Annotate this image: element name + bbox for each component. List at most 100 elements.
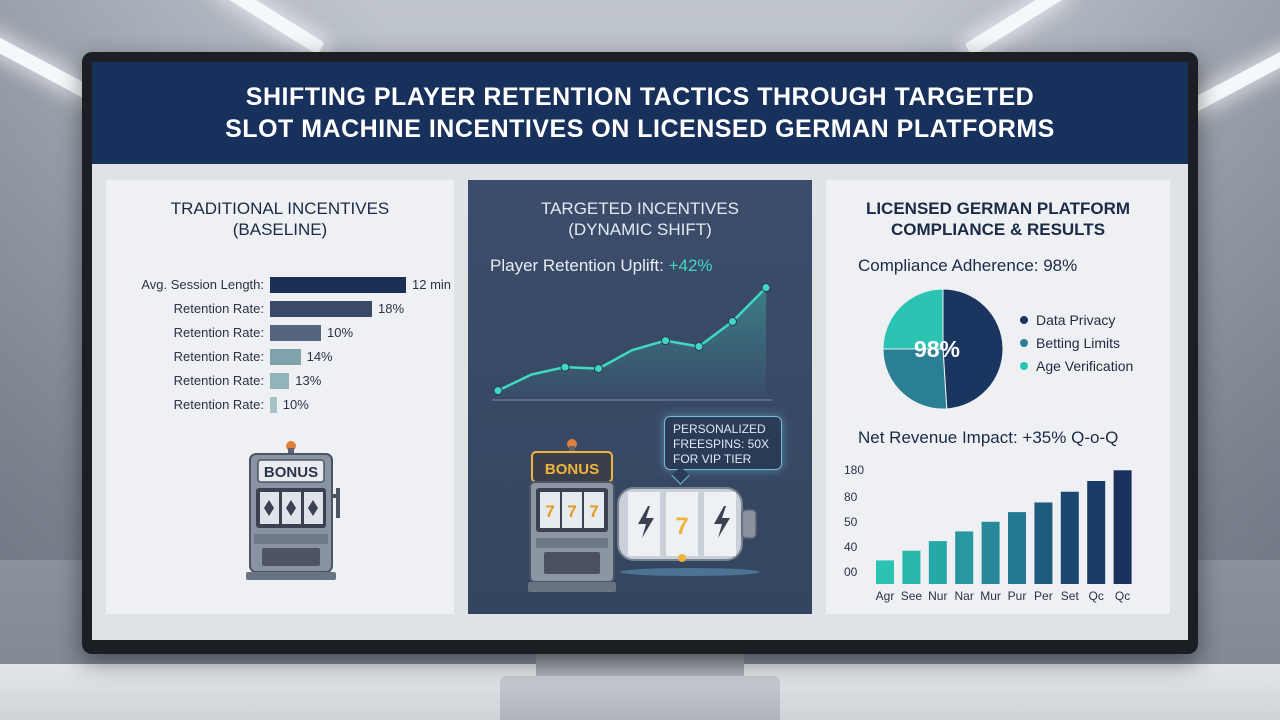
- hbar-bar: [270, 301, 372, 317]
- retention-uplift-metric: Player Retention Uplift: +42%: [490, 256, 713, 276]
- pie-slice: [942, 288, 1004, 410]
- rev-y-tick-label: 00: [844, 565, 858, 579]
- targeted-panel-title-line-1: Targeted Incentives: [540, 199, 740, 218]
- hbar-category-label: Retention Rate:: [173, 397, 264, 412]
- left-slot-badge-text: BONUS: [264, 464, 318, 481]
- rev-y-tick-label: 180: [844, 463, 864, 477]
- hbar-value-label: 10%: [282, 397, 309, 412]
- monitor-stand-neck: [536, 650, 744, 680]
- rev-x-tick-label: Nur: [928, 589, 947, 603]
- callout-line-3: For VIP Tier: [673, 452, 752, 466]
- bonus-badge-text: BONUS: [545, 461, 599, 478]
- line-chart-point: [560, 362, 570, 372]
- compliance-panel-title-line-1: Licensed German Platform: [865, 199, 1131, 218]
- legend-swatch: [1020, 315, 1028, 324]
- line-chart-point: [493, 386, 503, 396]
- legend-swatch: [1020, 338, 1028, 347]
- hbar-row: Retention Rate: 10%: [106, 324, 454, 342]
- hbar-category-label: Retention Rate:: [173, 373, 264, 388]
- rev-x-tick-label: Nar: [955, 589, 974, 603]
- compliance-pie-chart: 98%: [882, 288, 1004, 410]
- rev-x-tick-label: Mur: [980, 589, 1001, 603]
- line-chart-point: [728, 317, 737, 327]
- rev-y-tick-label: 80: [844, 490, 858, 504]
- hbar-row: Avg. Session Length: 12 min: [106, 276, 454, 294]
- hbar-value-label: 13%: [295, 373, 322, 388]
- callout-line-2: Freespins: 50x: [673, 437, 770, 451]
- compliance-legend: Data Privacy Betting Limits Age Verificati…: [1020, 308, 1133, 377]
- hbar-row: Retention Rate: 14%: [106, 348, 454, 366]
- hbar-category-label: Avg. Session Length:: [141, 277, 264, 292]
- traditional-panel-title-line-1: Traditional Incentives: [170, 199, 390, 218]
- reel-symbol-1: 7: [545, 502, 554, 521]
- rev-bar: [902, 550, 921, 584]
- legend-item: Data Privacy: [1020, 308, 1133, 331]
- legend-label: Data Privacy: [1036, 311, 1116, 328]
- line-chart-point: [661, 336, 670, 346]
- rev-y-tick-label: 40: [844, 540, 858, 554]
- line-chart-area: [498, 287, 766, 398]
- callout-line-1: Personalized: [673, 422, 766, 436]
- hbar-bar: [270, 277, 406, 293]
- targeted-panel-title-line-2: (Dynamic Shift): [568, 220, 712, 239]
- rev-bar: [876, 560, 894, 584]
- rev-bar: [1113, 470, 1132, 584]
- retention-uplift-value: +42%: [668, 256, 713, 275]
- rev-x-tick-label: See: [901, 589, 923, 603]
- line-chart-point: [761, 283, 771, 293]
- pie-slice: [882, 288, 944, 350]
- slot-machine-icon: BONUS: [246, 441, 340, 580]
- hbar-category-label: Retention Rate:: [173, 325, 264, 340]
- legend-label: Betting Limits: [1036, 334, 1121, 351]
- retention-uplift-line-chart: [492, 283, 772, 401]
- hbar-value-label: 18%: [378, 301, 405, 316]
- rev-x-tick-label: Qc: [1089, 589, 1104, 603]
- hbar-category-label: Retention Rate:: [173, 349, 264, 364]
- rev-x-tick-label: Per: [1034, 589, 1053, 603]
- pie-slice: [882, 348, 948, 410]
- hbar-row: Retention Rate: 18%: [106, 300, 454, 318]
- rev-bar: [1060, 491, 1079, 584]
- personalized-freespins-callout: Personalized Freespins: 50x For VIP Tier: [664, 416, 782, 470]
- traditional-incentives-panel: Traditional Incentives (Baseline) Avg. S…: [106, 180, 454, 614]
- traditional-panel-title-line-2: (Baseline): [232, 220, 328, 239]
- rev-bar: [1034, 502, 1053, 584]
- compliance-results-panel: Licensed German Platform Compliance & Re…: [826, 180, 1170, 614]
- rev-x-tick-label: Qc: [1115, 589, 1130, 603]
- retention-uplift-label: Player Retention Uplift:: [490, 256, 669, 275]
- targeted-incentives-panel: Targeted Incentives (Dynamic Shift) Play…: [468, 180, 812, 614]
- pie-center-label: 98%: [914, 336, 960, 362]
- rev-x-tick-label: Pur: [1008, 589, 1027, 603]
- legend-swatch: [1020, 361, 1028, 370]
- hbar-value-label: 12 min: [412, 277, 452, 292]
- rev-x-tick-label: Set: [1061, 589, 1080, 603]
- monitor-stand-base: [500, 676, 780, 720]
- rev-y-tick-label: 50: [844, 515, 858, 529]
- hbar-value-label: 10%: [327, 325, 354, 340]
- rev-bar: [1087, 481, 1106, 584]
- rev-bar: [981, 521, 1000, 584]
- hbar-value-label: 14%: [306, 349, 333, 364]
- legend-item: Betting Limits: [1020, 331, 1133, 354]
- hbar-bar: [270, 397, 277, 413]
- legend-label: Age Verification: [1036, 357, 1134, 374]
- monitor-screen: Shifting Player Retention Tactics Throug…: [92, 62, 1188, 640]
- rev-x-tick-label: Agr: [876, 589, 895, 603]
- hbar-row: Retention Rate: 10%: [106, 396, 454, 414]
- rev-bar: [928, 541, 947, 584]
- rev-bar: [1008, 512, 1026, 584]
- reel-drum-icon: 7: [617, 487, 760, 576]
- line-chart-point: [594, 364, 603, 374]
- net-revenue-impact-label: Net Revenue Impact: +35% Q-o-Q: [858, 428, 1119, 447]
- hbar-category-label: Retention Rate:: [173, 301, 264, 316]
- legend-item: Age Verification: [1020, 354, 1133, 377]
- reel-drum-symbol: 7: [675, 513, 688, 540]
- hbar-row: Retention Rate: 13%: [106, 372, 454, 390]
- dashboard-header: Shifting Player Retention Tactics Throug…: [92, 62, 1188, 164]
- reel-symbol-3: 7: [589, 502, 598, 521]
- net-revenue-bar-chart: 00 40 50 80 180 Agr See Nur Nar Mur Pur Per Set Qc Qc: [844, 463, 1132, 603]
- hbar-bar: [270, 325, 321, 341]
- reel-symbol-2: 7: [567, 502, 576, 521]
- dashboard-title-line-2: Slot Machine Incentives On Licensed Germ…: [225, 115, 1055, 143]
- hbar-bar: [270, 373, 290, 389]
